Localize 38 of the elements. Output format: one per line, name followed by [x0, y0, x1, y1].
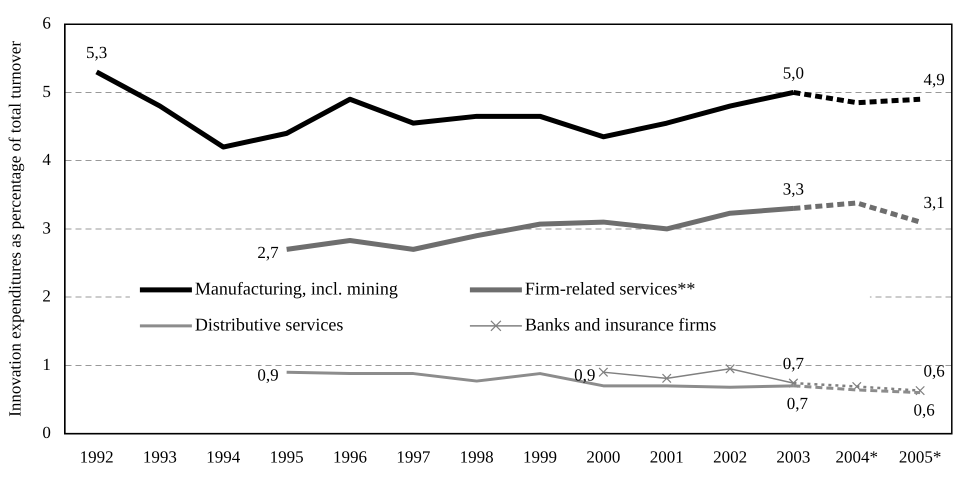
x-tick-label: 1997 [396, 447, 431, 466]
x-tick-label: 1998 [460, 447, 494, 466]
x-tick-label: 1995 [270, 447, 304, 466]
x-tick-label: 1993 [142, 447, 177, 466]
x-tick-label: 1992 [80, 447, 114, 466]
data-label: 2,7 [257, 242, 280, 262]
data-label: 0,7 [782, 354, 805, 374]
x-tick-label: 1994 [206, 447, 241, 466]
legend-label: Manufacturing, incl. mining [194, 278, 398, 299]
data-label: 4,9 [924, 70, 945, 90]
x-tick-label: 1996 [332, 447, 367, 466]
x-tick-label: 2005* [898, 447, 942, 466]
data-label: 0,6 [924, 362, 945, 381]
y-tick-label: 6 [42, 14, 51, 33]
y-tick-label: 1 [42, 354, 51, 374]
x-tick-label: 2000 [586, 447, 620, 466]
data-label: 3,3 [782, 179, 804, 198]
x-tick-label: 2001 [650, 447, 684, 466]
data-label: 3,1 [924, 193, 945, 212]
x-tick-label: 2003 [776, 447, 810, 466]
legend-label: Firm-related services** [524, 278, 696, 299]
y-tick-label: 4 [42, 150, 52, 170]
data-label: 0,6 [914, 400, 935, 420]
data-label: 0,9 [257, 366, 279, 385]
y-tick-label: 5 [42, 82, 51, 101]
x-tick-label: 2004* [836, 447, 878, 466]
y-tick-label: 2 [42, 286, 51, 306]
data-label: 0,9 [574, 366, 596, 385]
data-label: 0,7 [786, 394, 809, 413]
y-axis-title: Innovation expenditures as percentage of total turnover [6, 40, 25, 417]
y-tick-label: 3 [42, 218, 51, 238]
y-tick-label: 0 [42, 423, 51, 442]
data-label: 5,3 [86, 42, 108, 62]
legend-label: Distributive services [194, 314, 344, 335]
x-tick-label: 2002 [713, 447, 748, 466]
x-tick-label: 1999 [523, 447, 558, 466]
data-label: 5,0 [782, 63, 804, 82]
legend-label: Banks and insurance firms [524, 314, 716, 335]
